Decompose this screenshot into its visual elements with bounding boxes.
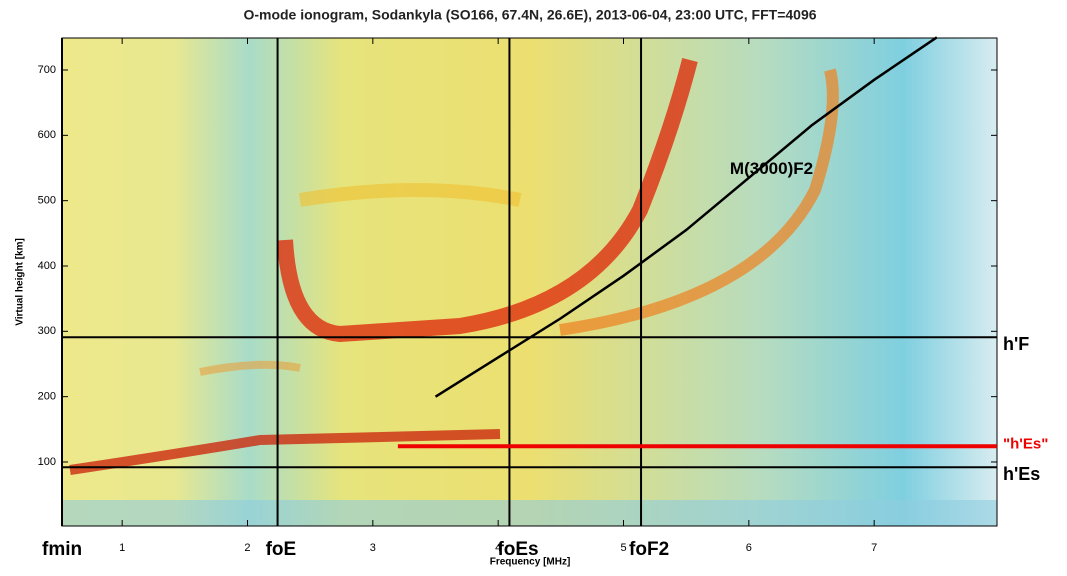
x-tick-label: 6 bbox=[746, 542, 752, 554]
x-tick-label: 5 bbox=[620, 542, 626, 554]
x-tick-label: 4 bbox=[495, 542, 501, 554]
horizontal-marker-label: "h'Es" bbox=[1003, 435, 1048, 452]
y-tick-label: 400 bbox=[38, 260, 56, 272]
x-tick-label: 1 bbox=[119, 542, 125, 554]
horizontal-marker-label: h'F bbox=[1003, 334, 1029, 354]
y-tick-label: 700 bbox=[38, 64, 56, 76]
ionogram-background bbox=[62, 38, 997, 526]
curve bbox=[434, 36, 938, 398]
horizontal-marker-label: h'Es bbox=[1003, 464, 1040, 484]
x-axis-label: Frequency [MHz] bbox=[490, 557, 571, 568]
x-tick-label: 7 bbox=[871, 542, 877, 554]
curve-label: M(3000)F2 bbox=[730, 159, 813, 178]
y-tick-label: 500 bbox=[38, 195, 56, 207]
x-tick-label: 2 bbox=[244, 542, 250, 554]
chart-title: O-mode ionogram, Sodankyla (SO166, 67.4N… bbox=[243, 7, 816, 23]
vertical-marker-label: foE bbox=[266, 539, 297, 560]
y-tick-label: 200 bbox=[38, 391, 56, 403]
vertical-marker-label: foEs bbox=[497, 539, 538, 560]
vertical-marker-label: foF2 bbox=[629, 539, 669, 560]
y-tick-label: 600 bbox=[38, 129, 56, 141]
x-tick-label: 3 bbox=[370, 542, 376, 554]
y-tick-label: 300 bbox=[38, 325, 56, 337]
vertical-marker-label: fmin bbox=[42, 539, 82, 560]
y-axis-label: Virtual height [km] bbox=[15, 238, 26, 326]
y-tick-label: 100 bbox=[38, 456, 56, 468]
